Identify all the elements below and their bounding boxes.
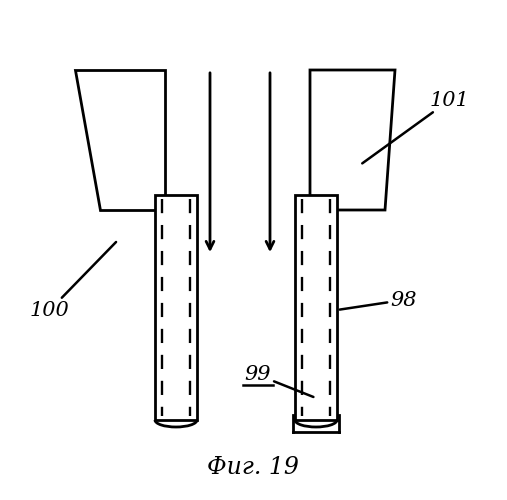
Polygon shape [75,70,165,210]
Text: Фиг. 19: Фиг. 19 [207,456,299,479]
Polygon shape [155,195,197,420]
Text: 101: 101 [362,90,470,164]
Polygon shape [295,195,337,420]
Text: 98: 98 [340,290,416,310]
Polygon shape [310,70,395,210]
Text: 100: 100 [30,242,116,320]
Text: 99: 99 [245,366,313,397]
